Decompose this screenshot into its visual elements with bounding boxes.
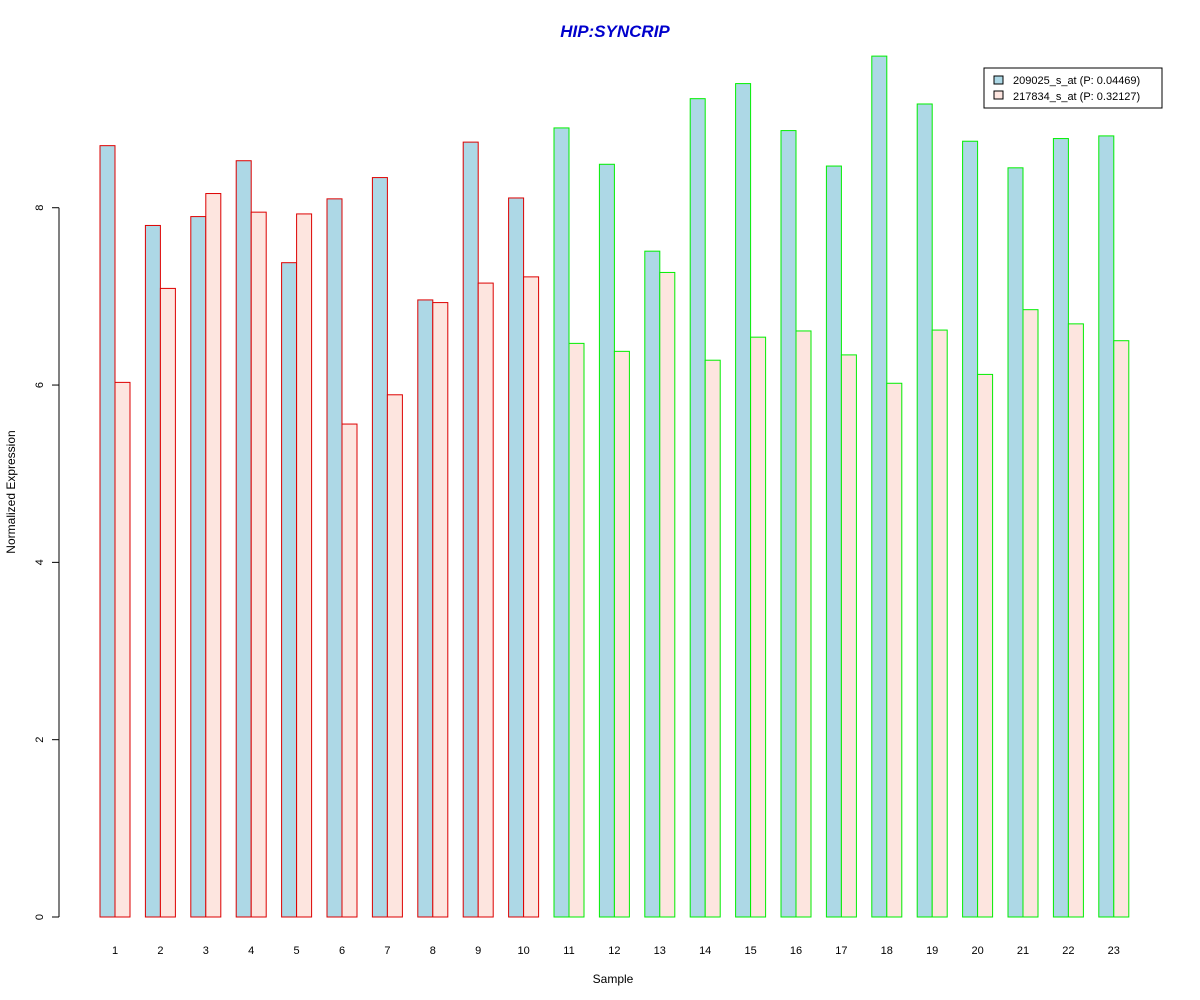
- y-axis-label: Normalized Expression: [4, 430, 18, 553]
- bar-series-1-sample-17: [825, 165, 842, 918]
- bar-series-1-sample-5: [281, 262, 298, 918]
- bar-series-2-sample-23: [1113, 340, 1130, 918]
- x-tick-label: 8: [430, 945, 436, 957]
- bar-series-2-sample-2: [159, 287, 176, 918]
- bar-series-1-sample-2: [144, 224, 161, 918]
- bar-series-2-sample-6: [341, 423, 358, 918]
- x-tick-label: 5: [294, 945, 300, 957]
- bar-series-1-sample-9: [462, 141, 479, 918]
- bar-series-1-sample-14: [689, 98, 706, 918]
- x-tick-labels: 1 2 3 4 5 6 7 8 9 10 11 12 13 14 15 16 17 18 19 20 21 22 23: [112, 945, 1120, 957]
- bar-series-1-sample-19: [916, 103, 933, 918]
- bar-series-1-sample-20: [962, 140, 979, 918]
- bar-series-1-sample-15: [735, 83, 752, 918]
- chart-title: HIP:SYNCRIP: [560, 22, 670, 41]
- legend-swatch-series-1: [993, 75, 1004, 85]
- bar-series-1-sample-12: [598, 163, 615, 918]
- bars-layer: [99, 55, 1130, 918]
- x-tick-label: 10: [517, 945, 529, 957]
- bar-series-1-sample-22: [1052, 138, 1069, 918]
- bar-series-2-sample-22: [1067, 323, 1084, 918]
- bar-series-1-sample-16: [780, 130, 797, 918]
- x-tick-label: 21: [1017, 945, 1029, 957]
- bar-series-2-sample-4: [250, 211, 267, 918]
- legend-swatch-series-2: [993, 90, 1004, 100]
- x-tick-label: 7: [384, 945, 390, 957]
- bar-series-2-sample-17: [840, 354, 857, 918]
- bar-series-2-sample-12: [613, 350, 630, 918]
- bar-series-1-sample-4: [235, 160, 252, 918]
- x-tick-label: 4: [248, 945, 254, 957]
- bar-series-2-sample-18: [886, 382, 903, 918]
- x-tick-label: 14: [699, 945, 711, 957]
- bar-series-1-sample-3: [190, 216, 207, 918]
- bar-series-2-sample-15: [750, 336, 767, 918]
- y-tick-label: 6: [34, 382, 46, 388]
- y-tick-label: 0: [34, 914, 46, 920]
- x-axis-label: Sample: [593, 972, 634, 986]
- x-tick-label: 9: [475, 945, 481, 957]
- bar-series-1-sample-23: [1098, 135, 1115, 918]
- x-tick-label: 16: [790, 945, 802, 957]
- bar-series-2-sample-14: [704, 359, 721, 918]
- x-tick-label: 20: [971, 945, 983, 957]
- bar-series-2-sample-16: [795, 330, 812, 918]
- bar-series-2-sample-1: [114, 381, 131, 918]
- bar-series-2-sample-3: [205, 193, 222, 918]
- x-tick-label: 23: [1108, 945, 1120, 957]
- bar-series-2-sample-7: [386, 394, 403, 918]
- x-tick-label: 2: [157, 945, 163, 957]
- bar-series-2-sample-19: [931, 329, 948, 918]
- bar-series-1-sample-11: [553, 127, 570, 918]
- bar-series-2-sample-13: [659, 271, 676, 918]
- y-tick-label: 4: [34, 559, 46, 565]
- bar-series-1-sample-6: [326, 198, 343, 918]
- legend-label-series-1: 209025_s_at (P: 0.04469): [1013, 75, 1140, 87]
- bar-series-2-sample-11: [568, 342, 585, 918]
- x-tick-label: 13: [654, 945, 666, 957]
- bar-series-2-sample-9: [477, 282, 494, 918]
- bar-series-2-sample-5: [296, 213, 313, 918]
- x-tick-label: 19: [926, 945, 938, 957]
- x-tick-label: 3: [203, 945, 209, 957]
- x-tick-label: 22: [1062, 945, 1074, 957]
- bar-series-1-sample-21: [1007, 167, 1024, 918]
- bar-series-1-sample-13: [644, 250, 661, 918]
- legend: 209025_s_at (P: 0.04469) 217834_s_at (P:…: [983, 67, 1163, 109]
- x-tick-label: 17: [835, 945, 847, 957]
- legend-box: [983, 67, 1163, 109]
- x-tick-label: 11: [563, 945, 574, 957]
- bar-series-2-sample-20: [977, 373, 994, 918]
- y-tick-label: 2: [34, 737, 46, 743]
- y-tick-label: 8: [34, 205, 46, 211]
- y-axis: 0 2 4 6 8: [34, 205, 60, 920]
- x-tick-label: 18: [881, 945, 893, 957]
- x-tick-label: 1: [112, 945, 118, 957]
- bar-series-1-sample-7: [371, 177, 388, 918]
- bar-series-1-sample-18: [871, 55, 888, 918]
- bar-series-1-sample-1: [99, 145, 116, 918]
- bar-series-2-sample-10: [523, 276, 540, 918]
- x-tick-label: 6: [339, 945, 345, 957]
- bar-series-1-sample-10: [508, 197, 525, 918]
- x-tick-label: 12: [608, 945, 620, 957]
- bar-series-2-sample-8: [432, 302, 449, 918]
- x-tick-label: 15: [744, 945, 756, 957]
- bar-series-1-sample-8: [417, 299, 434, 918]
- legend-label-series-2: 217834_s_at (P: 0.32127): [1013, 91, 1140, 103]
- bar-series-2-sample-21: [1022, 309, 1039, 918]
